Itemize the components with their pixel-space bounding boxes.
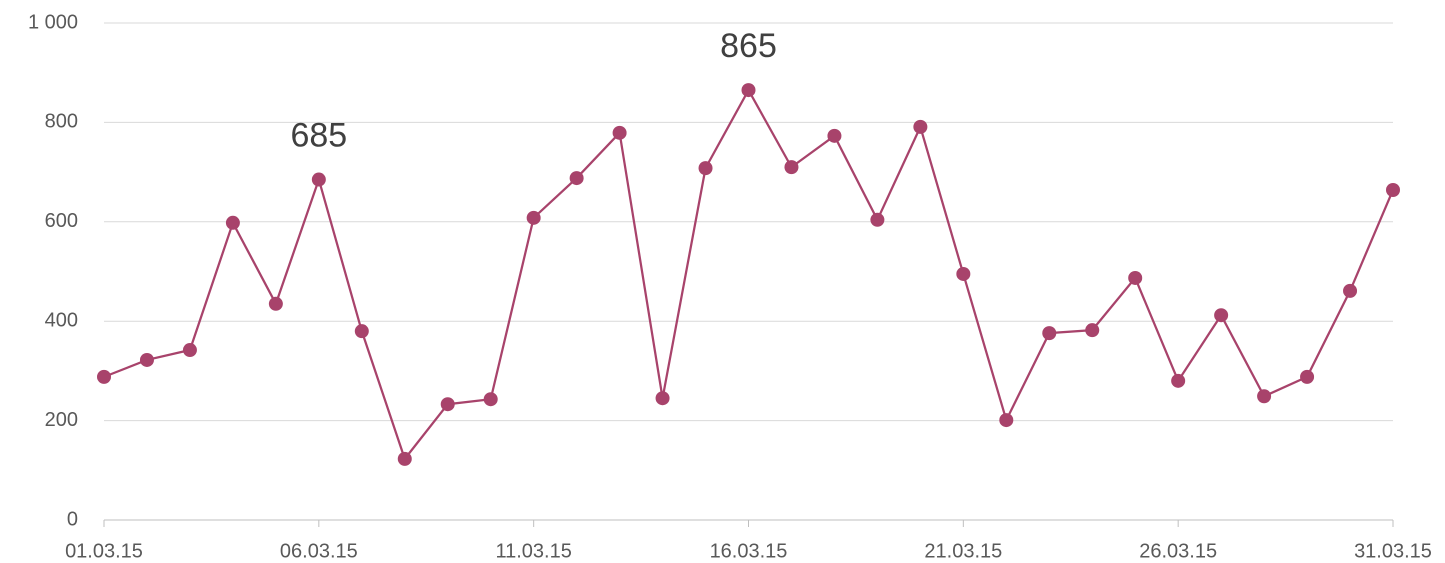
marker bbox=[397, 451, 412, 466]
y-tick-label: 800 bbox=[45, 111, 78, 133]
marker bbox=[1214, 308, 1229, 323]
marker bbox=[1128, 270, 1143, 285]
marker bbox=[655, 391, 670, 406]
y-tick-label: 1 000 bbox=[28, 11, 78, 33]
x-tick-label: 16.03.15 bbox=[710, 540, 788, 562]
data-label: 685 bbox=[290, 117, 347, 155]
marker bbox=[612, 125, 627, 140]
marker bbox=[784, 160, 799, 175]
x-tick-label: 06.03.15 bbox=[280, 540, 358, 562]
x-tick-label: 21.03.15 bbox=[924, 540, 1002, 562]
marker bbox=[999, 413, 1014, 428]
marker bbox=[913, 119, 928, 134]
marker bbox=[526, 210, 541, 225]
marker bbox=[1085, 323, 1100, 338]
marker bbox=[827, 128, 842, 143]
marker bbox=[1300, 369, 1315, 384]
marker bbox=[698, 161, 713, 176]
marker bbox=[956, 266, 971, 281]
marker bbox=[440, 397, 455, 412]
marker bbox=[1343, 283, 1358, 298]
marker bbox=[1171, 373, 1186, 388]
marker bbox=[139, 352, 154, 367]
y-tick-label: 0 bbox=[67, 508, 78, 530]
marker bbox=[483, 392, 498, 407]
data-label: 865 bbox=[720, 27, 777, 65]
x-tick-label: 01.03.15 bbox=[65, 540, 143, 562]
marker bbox=[97, 369, 111, 384]
y-tick-label: 600 bbox=[45, 210, 78, 232]
x-tick-label: 11.03.15 bbox=[495, 540, 571, 562]
marker bbox=[268, 296, 283, 311]
marker bbox=[225, 215, 240, 230]
y-tick-label: 400 bbox=[45, 309, 78, 331]
x-tick-label: 31.03.15 bbox=[1354, 540, 1432, 562]
marker bbox=[741, 83, 756, 98]
x-tick-label: 26.03.15 bbox=[1139, 540, 1217, 562]
marker bbox=[1042, 326, 1057, 341]
marker bbox=[354, 324, 369, 339]
marker bbox=[870, 212, 885, 227]
marker bbox=[1257, 389, 1272, 404]
marker bbox=[311, 172, 326, 187]
marker bbox=[182, 343, 197, 358]
y-tick-label: 200 bbox=[45, 409, 78, 431]
marker bbox=[569, 171, 584, 186]
marker bbox=[1386, 182, 1400, 197]
